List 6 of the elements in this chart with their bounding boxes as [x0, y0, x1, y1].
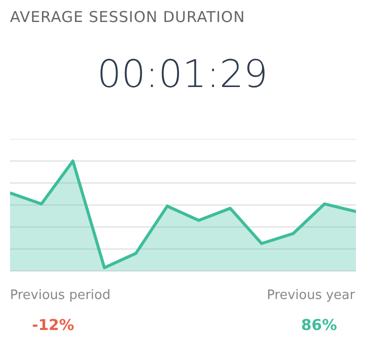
chart-subtitle: 00:01:29	[96, 52, 269, 96]
text: Previous year	[266, 288, 355, 303]
text: 86%	[301, 316, 337, 334]
chart-title: AVERAGE SESSION DURATION	[10, 8, 246, 26]
text: -12%	[32, 316, 74, 334]
text: Previous period	[10, 288, 110, 303]
